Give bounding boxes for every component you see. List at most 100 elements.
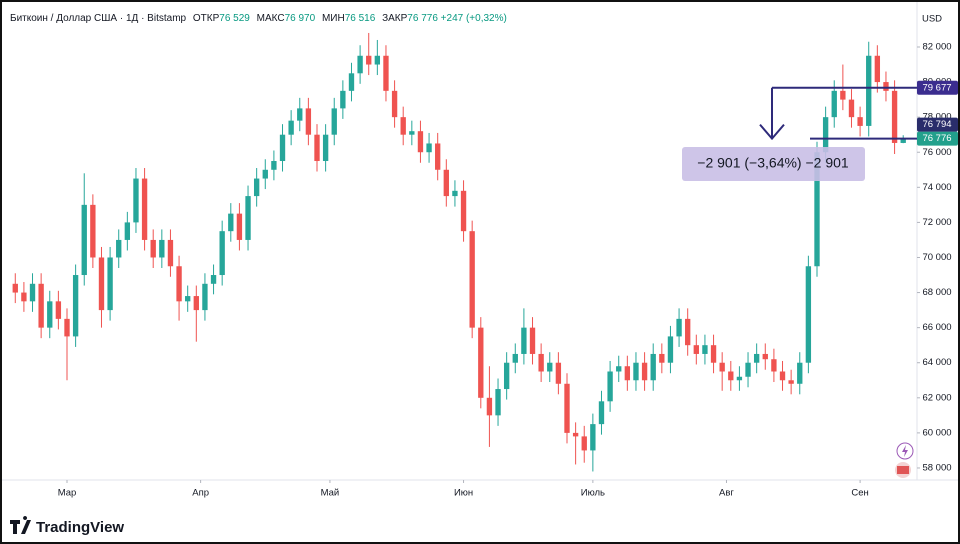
candle-body xyxy=(590,424,596,451)
y-tick-label: 70 000 xyxy=(922,252,951,263)
ohlc-key: ЗАКР xyxy=(382,13,408,24)
candle-body xyxy=(55,301,62,319)
y-tick-label: 66 000 xyxy=(922,322,951,333)
candle-body xyxy=(141,178,148,240)
candle-body xyxy=(210,275,217,284)
candle-body xyxy=(710,345,717,363)
candle-body xyxy=(650,353,656,381)
y-tick-label: 64 000 xyxy=(922,357,951,368)
candle-body xyxy=(866,55,872,126)
candle-body xyxy=(503,362,510,390)
candle-body xyxy=(676,318,682,337)
candle-body xyxy=(805,266,812,363)
candle-body xyxy=(460,190,467,232)
candle-body xyxy=(848,99,855,118)
candle-body xyxy=(357,55,363,74)
price-label-box xyxy=(917,131,958,146)
candle-body xyxy=(107,257,113,311)
candle-body xyxy=(564,383,570,433)
candle-body xyxy=(529,327,536,354)
candle-body xyxy=(426,143,432,153)
candle-body xyxy=(616,366,622,372)
x-tick-label: Авг xyxy=(719,488,734,499)
candle-body xyxy=(314,134,320,162)
x-tick-label: Мар xyxy=(58,488,77,499)
candle-body xyxy=(383,55,389,91)
measure-box xyxy=(682,147,865,181)
y-tick-label: 72 000 xyxy=(922,217,951,228)
x-tick-label: Сен xyxy=(851,488,868,499)
x-tick-label: Июль xyxy=(581,488,605,499)
price-label-box xyxy=(917,117,958,132)
candle-body xyxy=(667,336,674,363)
candle-body xyxy=(340,90,346,109)
price-label-box xyxy=(917,80,958,95)
candle-body xyxy=(124,222,131,240)
ohlc-key: МИН xyxy=(321,13,345,24)
candle-body xyxy=(331,108,337,135)
candle-body xyxy=(607,371,613,402)
candle-body xyxy=(486,397,493,416)
measure-arrowhead xyxy=(759,123,785,141)
candle-body xyxy=(469,231,475,328)
y-tick-label: 74 000 xyxy=(922,182,951,193)
candle-body xyxy=(814,152,820,267)
x-tick-label: Июн xyxy=(454,488,473,499)
candle-body xyxy=(762,353,768,360)
candle-body xyxy=(435,143,441,170)
candle-body xyxy=(598,401,605,425)
price-label: 76 776 xyxy=(922,133,951,144)
candle-body xyxy=(72,275,79,337)
candle-body xyxy=(176,266,182,302)
change: +247 (+0,32%) xyxy=(440,13,507,24)
candle-body xyxy=(702,345,708,354)
candle-body xyxy=(857,117,863,126)
candle-body xyxy=(90,204,96,258)
y-tick-label: 82 000 xyxy=(922,42,951,53)
candle-body xyxy=(840,90,846,100)
candle-body xyxy=(167,239,174,267)
candle-body xyxy=(685,318,691,346)
candle-body xyxy=(12,283,18,293)
candle-body xyxy=(64,318,70,337)
candle-body xyxy=(297,108,303,121)
candle-body xyxy=(202,283,208,311)
ohlc-key: МАКС xyxy=(256,13,285,24)
candle-body xyxy=(219,231,225,276)
candle-body xyxy=(236,213,243,240)
symbol-header: Биткоин / Доллар США · 1Д · Bitstamp ОТК… xyxy=(10,13,507,24)
candle-body xyxy=(322,134,329,162)
candle-body xyxy=(822,117,829,153)
candle-body xyxy=(512,353,518,363)
candle-body xyxy=(253,178,260,197)
candle-body xyxy=(874,55,881,83)
brand[interactable]: TradingView xyxy=(36,519,124,536)
candle-body xyxy=(624,366,631,381)
currency[interactable]: USD xyxy=(922,14,942,25)
side-icons[interactable] xyxy=(895,442,914,478)
x-tick-label: Май xyxy=(321,488,340,499)
candle-body xyxy=(745,362,751,377)
candle-body xyxy=(159,239,165,258)
candle-body xyxy=(641,362,648,381)
candle-body xyxy=(245,196,251,240)
candle-body xyxy=(81,204,87,276)
ohlc-value: 76 970 xyxy=(284,13,316,24)
candle-body xyxy=(21,292,27,302)
symbol[interactable]: Биткоин / Доллар США · 1Д · Bitstamp xyxy=(10,13,187,24)
candle-body xyxy=(38,283,44,328)
measure-label: −2 901 (−3,64%) −2 901 xyxy=(697,155,849,171)
candle-body xyxy=(400,117,406,135)
candle-body xyxy=(633,362,639,381)
logo[interactable]: TradingView xyxy=(10,516,124,536)
y-tick-label: 62 000 xyxy=(922,392,951,403)
x-tick-label: Апр xyxy=(192,488,209,499)
candle-body xyxy=(547,362,553,372)
candle-body xyxy=(736,376,743,381)
candle-body xyxy=(883,82,889,91)
candle-body xyxy=(366,55,372,65)
candle-body xyxy=(728,371,734,381)
candle-body xyxy=(693,345,699,354)
